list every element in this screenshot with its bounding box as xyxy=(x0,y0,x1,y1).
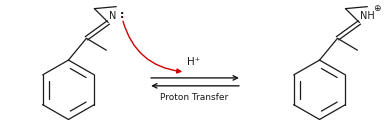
Text: :: : xyxy=(116,10,124,21)
Text: N: N xyxy=(109,11,117,22)
Text: ⊕: ⊕ xyxy=(373,4,381,13)
Text: Proton Transfer: Proton Transfer xyxy=(160,93,228,102)
Text: H⁺: H⁺ xyxy=(187,57,201,67)
Text: NH: NH xyxy=(360,11,375,22)
FancyArrowPatch shape xyxy=(123,21,181,73)
